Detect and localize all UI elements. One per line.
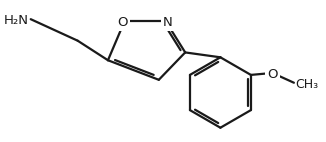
- Text: O: O: [117, 16, 128, 29]
- Text: H₂N: H₂N: [4, 14, 29, 27]
- Text: O: O: [267, 68, 278, 81]
- Text: N: N: [163, 16, 172, 29]
- Text: CH₃: CH₃: [295, 78, 318, 91]
